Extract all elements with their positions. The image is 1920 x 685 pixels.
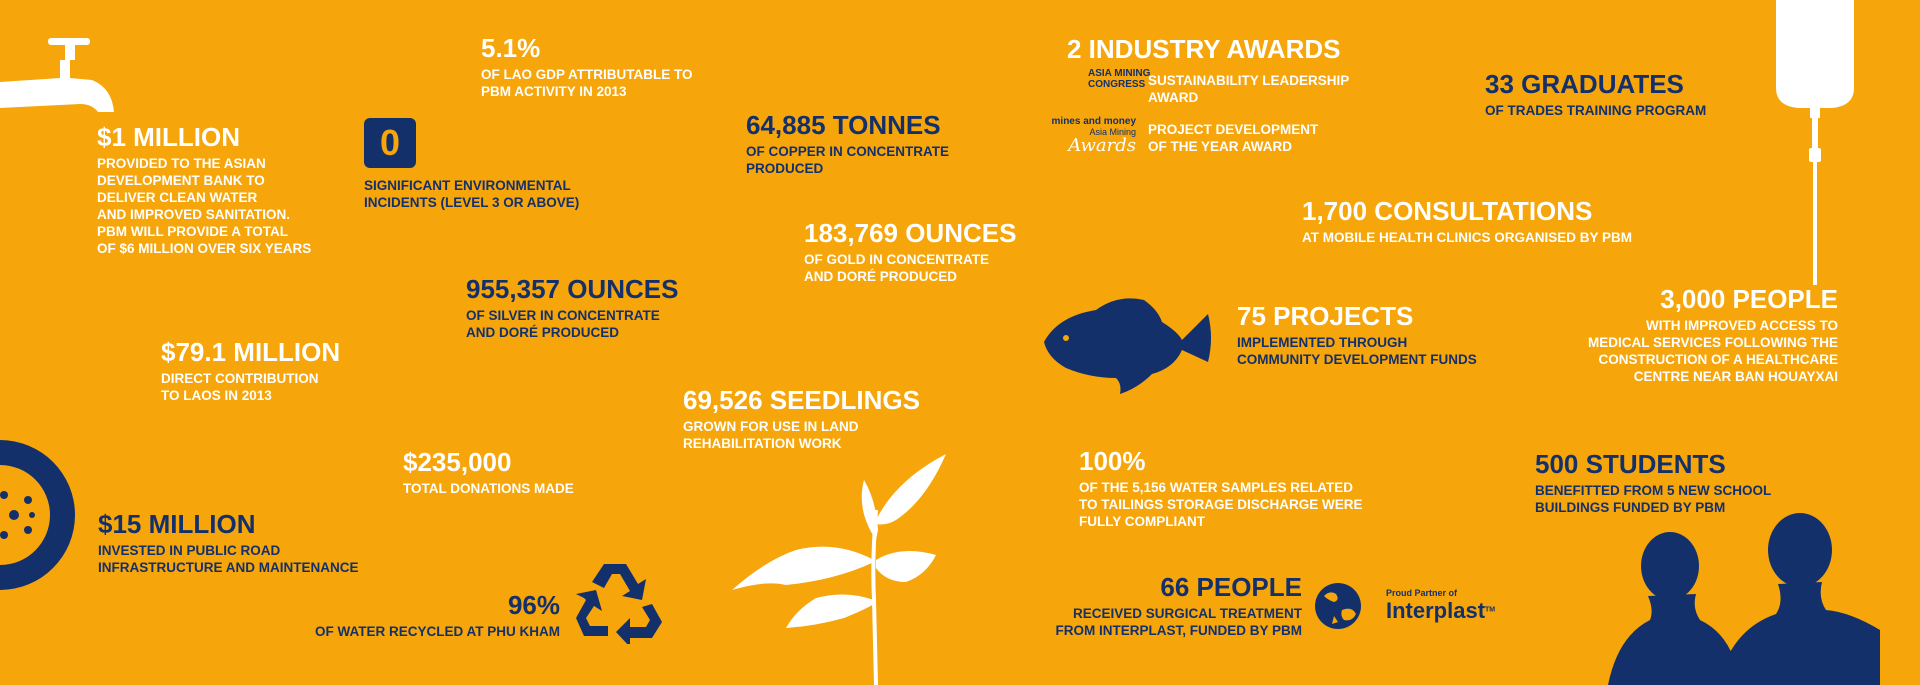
mines-and-money-logo: mines and money Asia Mining Awards xyxy=(1050,116,1136,155)
fish-icon xyxy=(1044,298,1211,394)
stat-awards: 2 INDUSTRY AWARDS xyxy=(1067,34,1341,64)
stat-recycled: 96% OF WATER RECYCLED AT PHU KHAM xyxy=(300,590,560,640)
wheel-icon xyxy=(0,440,75,590)
stat-samples: 100% OF THE 5,156 WATER SAMPLES RELATED … xyxy=(1079,446,1363,530)
stat-silver: 955,357 OUNCES OF SILVER IN CONCENTRATE … xyxy=(466,274,678,341)
award-sustainability-label: SUSTAINABILITY LEADERSHIP AWARD xyxy=(1148,73,1350,105)
stat-contribution-headline: $79.1 MILLION xyxy=(161,337,341,367)
stat-projects-headline: 75 PROJECTS xyxy=(1237,301,1414,331)
stat-contribution: $79.1 MILLION DIRECT CONTRIBUTION TO LAO… xyxy=(161,337,340,404)
stat-incidents-desc: SIGNIFICANT ENVIRONMENTAL INCIDENTS (LEV… xyxy=(364,178,580,210)
stat-gdp-desc: OF LAO GDP ATTRIBUTABLE TO PBM ACTIVITY … xyxy=(481,67,693,99)
stat-contribution-desc: DIRECT CONTRIBUTION TO LAOS IN 2013 xyxy=(161,371,319,403)
stat-donations: $235,000 TOTAL DONATIONS MADE xyxy=(403,447,574,497)
stat-projects: 75 PROJECTS IMPLEMENTED THROUGH COMMUNIT… xyxy=(1237,301,1477,368)
stat-incidents: SIGNIFICANT ENVIRONMENTAL INCIDENTS (LEV… xyxy=(364,174,579,211)
stat-graduates-headline: 33 GRADUATES xyxy=(1485,69,1684,99)
stat-consultations-desc: AT MOBILE HEALTH CLINICS ORGANISED BY PB… xyxy=(1302,230,1633,245)
mines-and-money-text: mines and money xyxy=(1051,116,1136,127)
stat-seedlings: 69,526 SEEDLINGS GROWN FOR USE IN LAND R… xyxy=(683,385,920,452)
stat-surgery: 66 PEOPLE RECEIVED SURGICAL TREATMENT FR… xyxy=(1030,572,1302,639)
globe-icon xyxy=(1315,583,1361,629)
stat-people-health-desc: WITH IMPROVED ACCESS TO MEDICAL SERVICES… xyxy=(1587,318,1838,384)
interplast-name: Interplast xyxy=(1386,598,1486,623)
stat-roads: $15 MILLION INVESTED IN PUBLIC ROAD INFR… xyxy=(98,509,359,576)
stat-roads-headline: $15 MILLION xyxy=(98,509,256,539)
stat-projects-desc: IMPLEMENTED THROUGH COMMUNITY DEVELOPMEN… xyxy=(1237,335,1477,367)
stat-copper-headline: 64,885 TONNES xyxy=(746,110,941,140)
asia-mining-awards-text: Asia Mining xyxy=(1089,127,1136,137)
stat-students-headline: 500 STUDENTS xyxy=(1535,449,1726,479)
stat-people-health-headline: 3,000 PEOPLE xyxy=(1660,284,1838,314)
stat-students-desc: BENEFITTED FROM 5 NEW SCHOOL BUILDINGS F… xyxy=(1535,483,1772,515)
stat-silver-headline: 955,357 OUNCES xyxy=(466,274,679,304)
stat-surgery-desc: RECEIVED SURGICAL TREATMENT FROM INTERPL… xyxy=(1055,606,1302,638)
stat-seedlings-desc: GROWN FOR USE IN LAND REHABILITATION WOR… xyxy=(683,419,859,451)
stat-students: 500 STUDENTS BENEFITTED FROM 5 NEW SCHOO… xyxy=(1535,449,1771,516)
interplast-logo: Proud Partner of InterplastTM xyxy=(1386,588,1495,623)
stat-donations-headline: $235,000 xyxy=(403,447,512,477)
children-silhouette-icon xyxy=(1608,513,1880,685)
stat-gdp: 5.1% OF LAO GDP ATTRIBUTABLE TO PBM ACTI… xyxy=(481,33,693,100)
awards-script-text: Awards xyxy=(1068,135,1136,156)
stat-consultations-headline: 1,700 CONSULTATIONS xyxy=(1302,196,1593,226)
interplast-tagline: Proud Partner of xyxy=(1386,588,1458,598)
tap-icon xyxy=(0,38,114,112)
stat-donations-desc: TOTAL DONATIONS MADE xyxy=(403,481,574,496)
plant-icon xyxy=(732,454,946,685)
stat-incidents-headline: 0 xyxy=(364,118,416,168)
stat-copper-desc: OF COPPER IN CONCENTRATE PRODUCED xyxy=(746,144,950,176)
stat-gold-headline: 183,769 OUNCES xyxy=(804,218,1017,248)
recycle-icon xyxy=(576,564,662,644)
stat-recycled-desc: OF WATER RECYCLED AT PHU KHAM xyxy=(315,624,560,639)
stat-water-headline: $1 MILLION xyxy=(97,122,241,152)
award-project-development-label: PROJECT DEVELOPMENT OF THE YEAR AWARD xyxy=(1148,122,1319,154)
stat-seedlings-headline: 69,526 SEEDLINGS xyxy=(683,385,920,415)
stat-water-desc: PROVIDED TO THE ASIAN DEVELOPMENT BANK T… xyxy=(97,156,312,256)
stat-gdp-headline: 5.1% xyxy=(481,33,541,63)
stat-consultations: 1,700 CONSULTATIONS AT MOBILE HEALTH CLI… xyxy=(1302,196,1632,246)
stat-samples-desc: OF THE 5,156 WATER SAMPLES RELATED TO TA… xyxy=(1079,480,1363,529)
stat-silver-desc: OF SILVER IN CONCENTRATE AND DORÉ PRODUC… xyxy=(466,308,660,340)
stat-recycled-headline: 96% xyxy=(507,590,560,620)
stat-water-funding: $1 MILLION PROVIDED TO THE ASIAN DEVELOP… xyxy=(97,122,311,257)
stat-samples-headline: 100% xyxy=(1079,446,1146,476)
stat-people-health: 3,000 PEOPLE WITH IMPROVED ACCESS TO MED… xyxy=(1560,284,1838,385)
stat-roads-desc: INVESTED IN PUBLIC ROAD INFRASTRUCTURE A… xyxy=(98,543,359,575)
stat-awards-headline: 2 INDUSTRY AWARDS xyxy=(1067,34,1341,64)
interplast-tm: TM xyxy=(1485,606,1496,614)
award-project-development: PROJECT DEVELOPMENT OF THE YEAR AWARD xyxy=(1148,121,1318,155)
award-sustainability: SUSTAINABILITY LEADERSHIP AWARD xyxy=(1148,72,1349,106)
stat-gold: 183,769 OUNCES OF GOLD IN CONCENTRATE AN… xyxy=(804,218,1016,285)
stat-gold-desc: OF GOLD IN CONCENTRATE AND DORÉ PRODUCED xyxy=(804,252,989,284)
stat-graduates: 33 GRADUATES OF TRADES TRAINING PROGRAM xyxy=(1485,69,1706,119)
stat-graduates-desc: OF TRADES TRAINING PROGRAM xyxy=(1485,103,1707,118)
stat-copper: 64,885 TONNES OF COPPER IN CONCENTRATE P… xyxy=(746,110,949,177)
iv-drip-icon xyxy=(1776,0,1854,285)
stat-surgery-headline: 66 PEOPLE xyxy=(1160,572,1302,602)
asia-mining-congress-logo: ASIA MINING CONGRESS xyxy=(1088,68,1151,90)
